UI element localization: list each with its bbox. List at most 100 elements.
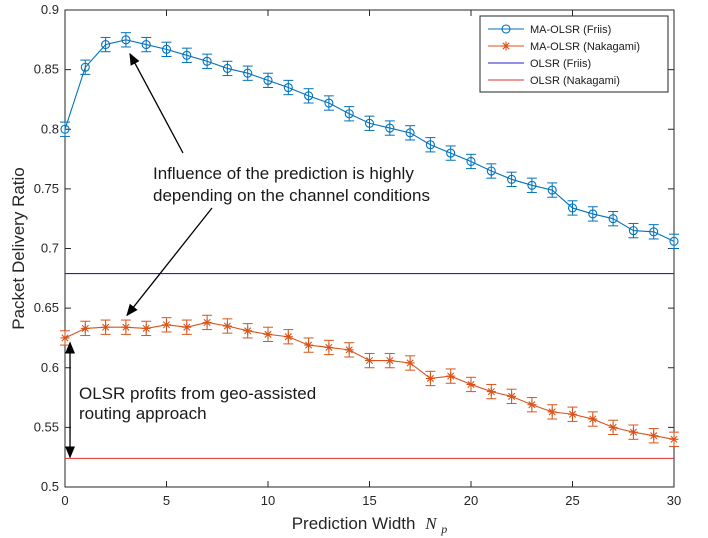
data-point bbox=[501, 24, 511, 34]
y-tick-label: 0.7 bbox=[41, 241, 59, 256]
data-point bbox=[80, 62, 90, 72]
legend-label: OLSR (Friis) bbox=[530, 58, 591, 70]
data-point bbox=[344, 345, 354, 355]
y-axis-label: Packet Delivery Ratio bbox=[9, 167, 28, 330]
series-0 bbox=[60, 32, 679, 249]
data-point bbox=[121, 322, 131, 332]
x-tick-label: 20 bbox=[464, 493, 478, 508]
y-tick-label: 0.65 bbox=[34, 300, 59, 315]
x-tick-label: 25 bbox=[565, 493, 579, 508]
error-bar bbox=[506, 171, 517, 187]
data-point-stroke bbox=[61, 334, 69, 342]
data-point-stroke bbox=[426, 374, 434, 383]
x-axis-label-symbol: N bbox=[424, 514, 438, 533]
error-bar bbox=[120, 32, 131, 48]
data-point bbox=[60, 124, 70, 134]
data-point bbox=[101, 40, 111, 50]
data-point bbox=[324, 342, 334, 352]
annotation-arrow-up bbox=[129, 52, 184, 154]
annotation-layer: Influence of the prediction is highly dep… bbox=[65, 52, 430, 459]
data-point bbox=[324, 98, 334, 108]
data-point bbox=[649, 227, 659, 237]
data-point-stroke bbox=[345, 346, 353, 354]
data-point bbox=[527, 400, 537, 410]
data-point bbox=[507, 391, 517, 401]
data-point bbox=[304, 91, 314, 101]
data-point-stroke bbox=[223, 322, 231, 330]
annotation-olsr-text: OLSR profits from geo-assisted routing ap… bbox=[79, 384, 316, 423]
data-point-stroke bbox=[467, 380, 475, 389]
data-point bbox=[141, 40, 151, 50]
data-point bbox=[405, 358, 415, 368]
error-bar bbox=[303, 88, 314, 104]
error-bar bbox=[669, 233, 679, 249]
data-point-stroke bbox=[244, 327, 252, 335]
data-point-stroke bbox=[386, 357, 394, 365]
y-tick-label: 0.55 bbox=[34, 419, 59, 434]
error-bar bbox=[242, 65, 253, 81]
data-point bbox=[121, 35, 131, 45]
data-point bbox=[486, 166, 496, 176]
x-tick-label: 5 bbox=[163, 493, 170, 508]
error-bar bbox=[648, 224, 659, 240]
data-point-stroke bbox=[162, 321, 171, 329]
data-point bbox=[466, 379, 476, 389]
data-point-stroke bbox=[325, 343, 333, 352]
annotation-prediction-text: Influence of the prediction is highly dep… bbox=[153, 164, 430, 205]
data-point-stroke bbox=[528, 401, 536, 409]
data-point-stroke bbox=[650, 432, 658, 440]
data-point-stroke bbox=[447, 372, 455, 380]
data-point-stroke bbox=[670, 435, 678, 443]
data-point bbox=[344, 109, 354, 119]
data-point-stroke bbox=[548, 408, 556, 416]
data-point bbox=[182, 50, 192, 60]
x-tick-label: 15 bbox=[362, 493, 376, 508]
data-point bbox=[547, 185, 557, 195]
data-point bbox=[263, 75, 273, 85]
error-bar bbox=[161, 41, 172, 58]
error-bar bbox=[405, 125, 416, 141]
data-point bbox=[608, 214, 618, 224]
legend-item: OLSR (Friis) bbox=[488, 58, 591, 70]
data-point-stroke bbox=[508, 392, 516, 400]
data-point bbox=[527, 180, 537, 190]
error-bar bbox=[202, 53, 213, 69]
data-point bbox=[243, 326, 253, 336]
data-point-stroke bbox=[122, 323, 130, 331]
data-point-stroke bbox=[589, 415, 597, 423]
data-point-stroke bbox=[365, 357, 374, 365]
data-point bbox=[501, 41, 511, 51]
data-point bbox=[425, 140, 435, 150]
data-point bbox=[385, 356, 395, 366]
legend-item: MA-OLSR (Friis) bbox=[488, 24, 611, 36]
error-bar bbox=[384, 120, 395, 136]
data-point bbox=[162, 320, 171, 330]
error-bar bbox=[283, 79, 294, 96]
error-bar bbox=[608, 211, 619, 227]
x-axis-label-subscript: p bbox=[440, 522, 447, 536]
data-point bbox=[628, 427, 638, 437]
annotation-arrow-down bbox=[126, 207, 213, 317]
error-bar bbox=[344, 106, 355, 122]
data-point bbox=[588, 414, 598, 424]
error-bar bbox=[364, 115, 375, 131]
error-bar bbox=[445, 145, 456, 161]
y-tick-label: 0.6 bbox=[41, 360, 59, 375]
legend-label: MA-OLSR (Nakagami) bbox=[530, 41, 640, 53]
data-point bbox=[364, 118, 375, 128]
data-point-stroke bbox=[284, 333, 292, 341]
y-tick-label: 0.85 bbox=[34, 62, 59, 77]
data-point bbox=[567, 203, 578, 213]
data-point bbox=[263, 329, 273, 339]
data-point-stroke bbox=[81, 324, 89, 332]
data-point bbox=[283, 332, 293, 342]
error-bar bbox=[100, 36, 111, 53]
data-point bbox=[182, 322, 192, 332]
data-point bbox=[547, 407, 557, 417]
series-1 bbox=[60, 314, 679, 447]
data-point bbox=[101, 322, 111, 332]
data-point bbox=[283, 82, 293, 93]
legend-item: OLSR (Nakagami) bbox=[488, 75, 620, 87]
legend-label: OLSR (Nakagami) bbox=[530, 75, 620, 87]
data-point bbox=[222, 321, 232, 331]
